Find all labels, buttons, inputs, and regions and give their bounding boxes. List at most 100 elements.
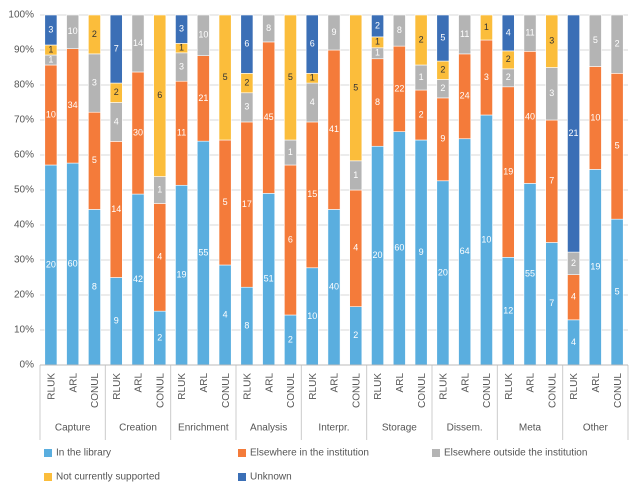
data-label: 1 xyxy=(375,37,380,47)
bar-segment xyxy=(480,14,493,41)
data-label: 60 xyxy=(68,258,78,268)
data-label: 4 xyxy=(157,252,162,262)
data-label: 7 xyxy=(549,176,554,186)
bar-segment xyxy=(284,14,297,141)
bar-segment xyxy=(218,14,232,141)
data-label: 20 xyxy=(373,250,383,260)
group-label: Storage xyxy=(382,423,417,434)
data-label: 3 xyxy=(244,102,249,112)
legend-label: Elsewhere outside the institution xyxy=(444,448,587,459)
bar-segment xyxy=(567,14,580,253)
bar-segment xyxy=(523,14,537,52)
data-label: 4 xyxy=(353,243,358,253)
data-label: 19 xyxy=(177,270,187,280)
data-label: 12 xyxy=(503,306,513,316)
data-label: 6 xyxy=(310,39,315,49)
y-tick-label: 20% xyxy=(14,290,34,301)
bar-segment xyxy=(153,14,167,177)
legend-label: In the library xyxy=(56,448,111,459)
data-label: 4 xyxy=(571,292,576,302)
data-label: 8 xyxy=(92,282,97,292)
data-label: 2 xyxy=(506,54,511,64)
data-label: 8 xyxy=(244,320,249,330)
data-label: 5 xyxy=(223,197,228,207)
x-tick-label: RLUK xyxy=(439,373,450,400)
y-tick-label: 10% xyxy=(14,325,34,336)
data-label: 2 xyxy=(92,29,97,39)
data-label: 42 xyxy=(133,274,143,284)
x-tick-label: RLUK xyxy=(373,373,384,400)
data-label: 2 xyxy=(157,332,162,342)
group-label: Creation xyxy=(119,423,157,434)
data-label: 2 xyxy=(615,39,620,49)
legend-swatch xyxy=(238,473,246,481)
y-tick-label: 40% xyxy=(14,220,34,231)
data-label: 4 xyxy=(571,337,576,347)
bar-segment xyxy=(458,14,472,55)
data-label: 10 xyxy=(590,112,600,122)
y-tick-label: 80% xyxy=(14,80,34,91)
x-tick-label: ARL xyxy=(395,373,406,393)
x-tick-label: RLUK xyxy=(243,373,254,400)
data-label: 7 xyxy=(114,43,119,53)
x-tick-label: RLUK xyxy=(569,373,580,400)
x-tick-label: ARL xyxy=(68,373,79,393)
data-label: 20 xyxy=(438,267,448,277)
group-label: Meta xyxy=(519,423,542,434)
data-label: 40 xyxy=(329,282,339,292)
y-tick-label: 0% xyxy=(20,360,35,371)
bar-segment xyxy=(327,14,341,51)
bar-segment xyxy=(88,14,101,55)
data-label: 4 xyxy=(114,116,119,126)
data-label: 2 xyxy=(288,334,293,344)
group-label: Capture xyxy=(55,423,91,434)
x-tick-label: CONUL xyxy=(547,373,558,408)
data-label: 1 xyxy=(419,72,424,82)
data-label: 5 xyxy=(353,82,358,92)
bar-segment xyxy=(196,14,210,56)
data-label: 22 xyxy=(394,83,404,93)
data-label: 34 xyxy=(68,100,78,110)
x-tick-label: CONUL xyxy=(286,373,297,408)
data-label: 2 xyxy=(506,72,511,82)
data-label: 10 xyxy=(198,30,208,40)
data-label: 60 xyxy=(394,243,404,253)
data-label: 5 xyxy=(615,141,620,151)
legend-label: Not currently supported xyxy=(56,472,160,483)
bar-segment xyxy=(66,14,80,49)
x-tick-label: RLUK xyxy=(308,373,319,400)
data-label: 14 xyxy=(111,204,121,214)
x-tick-label: CONUL xyxy=(482,373,493,408)
data-label: 7 xyxy=(549,298,554,308)
data-label: 2 xyxy=(440,83,445,93)
data-label: 14 xyxy=(133,38,143,48)
x-tick-label: CONUL xyxy=(90,373,101,408)
data-label: 15 xyxy=(307,189,317,199)
bar-segment xyxy=(240,14,254,74)
data-label: 3 xyxy=(549,88,554,98)
y-tick-label: 60% xyxy=(14,150,34,161)
data-label: 1 xyxy=(310,73,315,83)
x-tick-label: CONUL xyxy=(417,373,428,408)
bar-segment xyxy=(131,14,145,73)
data-label: 2 xyxy=(353,330,358,340)
data-label: 2 xyxy=(571,258,576,268)
data-label: 5 xyxy=(615,286,620,296)
bar-segment xyxy=(305,14,319,74)
data-label: 2 xyxy=(419,34,424,44)
data-label: 1 xyxy=(375,48,380,58)
data-label: 17 xyxy=(242,199,252,209)
legend-swatch xyxy=(238,449,246,457)
data-label: 1 xyxy=(484,22,489,32)
data-label: 3 xyxy=(549,36,554,46)
data-label: 21 xyxy=(198,93,208,103)
data-label: 5 xyxy=(593,35,598,45)
data-label: 2 xyxy=(440,65,445,75)
bar-segment xyxy=(175,14,188,44)
bar-segment xyxy=(371,14,384,38)
data-label: 11 xyxy=(525,28,534,38)
legend-swatch xyxy=(44,473,52,481)
bar-segment xyxy=(545,14,559,68)
data-label: 3 xyxy=(92,77,97,87)
bar-segment xyxy=(349,14,363,162)
